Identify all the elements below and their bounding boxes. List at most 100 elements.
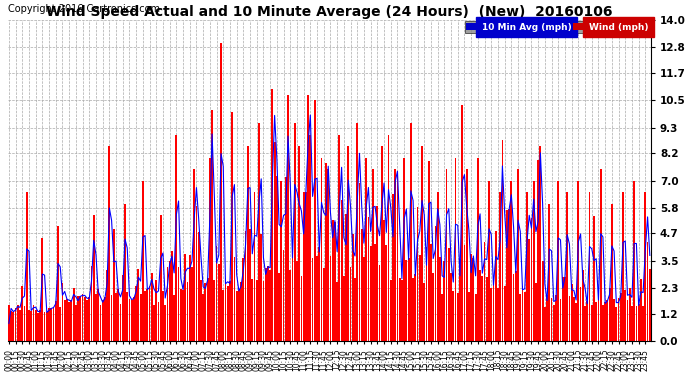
Bar <box>155 280 157 341</box>
Bar <box>146 289 148 341</box>
Bar <box>363 257 365 341</box>
Bar <box>312 258 313 341</box>
Bar <box>475 294 477 341</box>
Bar <box>171 251 172 341</box>
Bar <box>258 123 260 341</box>
Bar <box>595 302 597 341</box>
Bar <box>441 294 443 341</box>
Bar <box>198 232 199 341</box>
Bar <box>119 304 121 341</box>
Bar <box>260 234 262 341</box>
Bar <box>428 160 430 341</box>
Bar <box>318 248 320 341</box>
Bar <box>504 286 506 341</box>
Bar <box>415 273 416 341</box>
Bar <box>491 288 492 341</box>
Bar <box>493 282 494 341</box>
Bar <box>180 290 181 341</box>
Bar <box>101 300 104 341</box>
Bar <box>439 257 441 341</box>
Bar <box>468 292 470 341</box>
Bar <box>305 192 307 341</box>
Bar <box>8 306 10 341</box>
Bar <box>368 217 369 341</box>
Bar <box>640 279 642 341</box>
Bar <box>59 307 61 341</box>
Bar <box>115 293 117 341</box>
Bar <box>169 261 170 341</box>
Bar <box>316 256 318 341</box>
Bar <box>148 286 150 341</box>
Bar <box>108 146 110 341</box>
Bar <box>57 226 59 341</box>
Bar <box>137 268 139 341</box>
Bar <box>647 242 649 341</box>
Title: Wind Speed Actual and 10 Minute Average (24 Hours)  (New)  20160106: Wind Speed Actual and 10 Minute Average … <box>46 5 613 19</box>
Bar <box>591 306 593 341</box>
Bar <box>343 276 345 341</box>
Bar <box>294 123 295 341</box>
Bar <box>17 305 19 341</box>
Bar <box>106 270 108 341</box>
Bar <box>569 296 571 341</box>
Bar <box>538 160 539 341</box>
Bar <box>157 302 159 341</box>
Bar <box>162 291 164 341</box>
Bar <box>289 270 291 341</box>
Bar <box>535 283 537 341</box>
Bar <box>28 310 30 341</box>
Bar <box>540 146 541 341</box>
Bar <box>352 234 354 341</box>
Bar <box>140 294 141 341</box>
Bar <box>95 294 97 341</box>
Bar <box>551 298 553 341</box>
Bar <box>229 281 231 341</box>
Bar <box>144 291 146 341</box>
Bar <box>126 292 128 341</box>
Bar <box>627 300 629 341</box>
Bar <box>209 158 210 341</box>
Bar <box>466 169 468 341</box>
Bar <box>584 306 586 341</box>
Bar <box>247 146 248 341</box>
Bar <box>151 273 152 341</box>
Bar <box>52 307 55 341</box>
Bar <box>142 181 144 341</box>
Bar <box>274 142 275 341</box>
Bar <box>166 267 168 341</box>
Bar <box>450 273 452 341</box>
Bar <box>19 310 21 341</box>
Bar <box>394 169 396 341</box>
Bar <box>211 110 213 341</box>
Bar <box>334 222 336 341</box>
Bar <box>182 290 184 341</box>
Bar <box>301 276 302 341</box>
Bar <box>370 246 371 341</box>
Bar <box>267 266 269 341</box>
Bar <box>280 181 282 341</box>
Bar <box>544 307 546 341</box>
Bar <box>195 206 197 341</box>
Bar <box>604 302 606 341</box>
Bar <box>448 248 450 341</box>
Bar <box>68 302 70 341</box>
Bar <box>430 244 432 341</box>
Bar <box>110 295 112 341</box>
Bar <box>113 229 115 341</box>
Bar <box>242 258 244 341</box>
Bar <box>321 158 322 341</box>
Bar <box>218 264 219 341</box>
Bar <box>283 250 284 341</box>
Bar <box>558 181 559 341</box>
Bar <box>488 181 490 341</box>
Bar <box>602 305 604 341</box>
Bar <box>609 288 611 341</box>
Bar <box>61 283 63 341</box>
Bar <box>379 265 380 341</box>
Bar <box>122 274 124 341</box>
Bar <box>256 280 257 341</box>
Bar <box>269 270 271 341</box>
Bar <box>276 176 278 341</box>
Bar <box>271 89 273 341</box>
Bar <box>97 289 99 341</box>
